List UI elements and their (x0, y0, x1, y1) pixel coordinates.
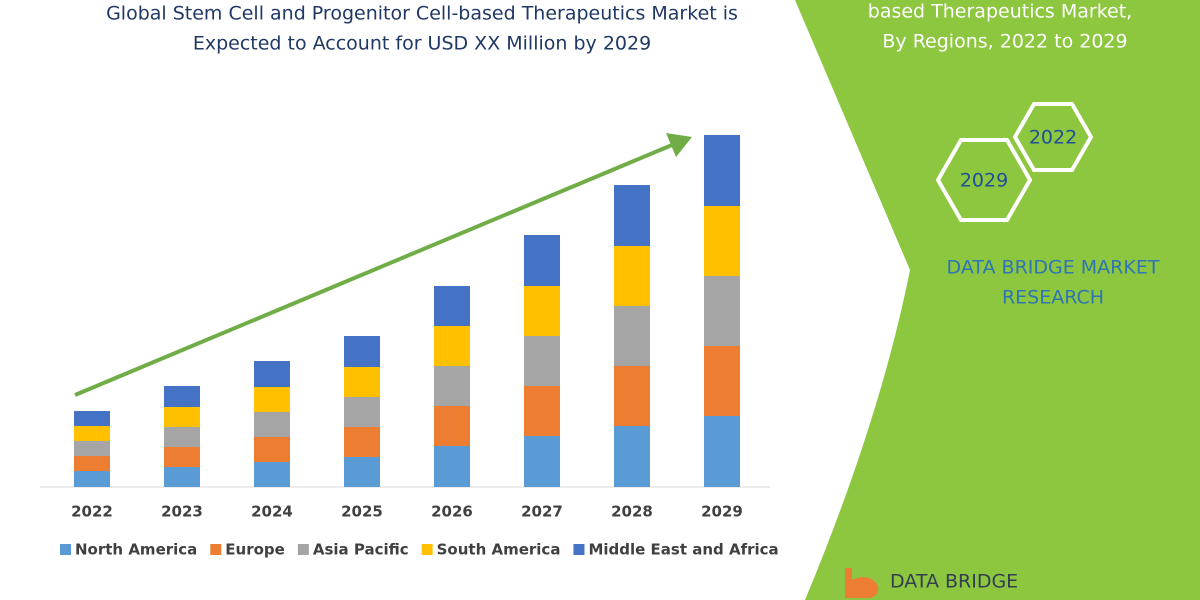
logo-mark (845, 568, 879, 598)
bar-segment (254, 387, 290, 412)
trend-arrow (74, 143, 673, 397)
chart: 2022 2023 2024 2025 2026 2027 2028 2029 North Am… (60, 135, 779, 559)
badge: 2029 (960, 170, 1008, 192)
chart-title: Global Stem Cell and Progenitor Cell-bas… (106, 3, 738, 25)
bar-segment (434, 446, 470, 487)
green-panel (795, 0, 1200, 600)
logo-text: DATA BRIDGE (890, 571, 1018, 593)
bar-segment (614, 366, 650, 426)
bar-segment (704, 135, 740, 206)
bar-segment (704, 206, 740, 276)
bar-segment (164, 407, 200, 427)
panel-title: based Therapeutics Market, (868, 1, 1132, 23)
legend-label: Middle East and Africa (588, 541, 778, 559)
hexagon (1012, 102, 1094, 172)
bar-segment (254, 437, 290, 462)
bar-segment (254, 412, 290, 437)
chart-title: Expected to Account for USD XX Million b… (193, 33, 651, 55)
bar-segment (704, 346, 740, 416)
bar-segment (524, 286, 560, 336)
x-tick-label: 2027 (521, 503, 563, 521)
bar-segment (434, 326, 470, 366)
x-tick-label: 2025 (341, 503, 383, 521)
legend-swatch (573, 544, 585, 555)
bar-segment (614, 306, 650, 366)
bar-segment (524, 436, 560, 487)
bar-segment (74, 456, 110, 471)
bar-segment (434, 366, 470, 406)
x-tick-label: 2026 (431, 503, 473, 521)
bar-segment (614, 246, 650, 306)
legend-label: Asia Pacific (313, 541, 409, 559)
bar-segment (164, 386, 200, 407)
bar-segment (74, 441, 110, 456)
bar-segment (614, 426, 650, 487)
legend-swatch (297, 544, 309, 555)
bar-segment (74, 471, 110, 487)
brand: RESEARCH (1002, 287, 1104, 309)
bar-segment (164, 427, 200, 447)
bar-segment (164, 447, 200, 467)
bar-segment (704, 276, 740, 346)
x-tick-label: 2023 (161, 503, 203, 521)
badge: 2022 (1029, 127, 1077, 149)
bar-segment (434, 406, 470, 446)
x-tick-label: 2022 (71, 503, 113, 521)
legend-label: Europe (225, 541, 285, 559)
legend-swatch (60, 544, 71, 555)
legend-label: South America (437, 541, 561, 559)
bar-segment (74, 411, 110, 426)
bar-segment (344, 457, 380, 487)
bar-segment (344, 336, 380, 367)
bar-segment (164, 467, 200, 487)
bar-segment (254, 361, 290, 387)
legend-label: North America (75, 541, 197, 559)
legend-swatch (210, 544, 222, 555)
bar-segment (74, 426, 110, 441)
panel-title: By Regions, 2022 to 2029 (882, 31, 1127, 53)
bar-segment (254, 462, 290, 487)
bar-segment (524, 336, 560, 386)
bar-segment (344, 427, 380, 457)
bar-segment (344, 397, 380, 427)
brand: DATA BRIDGE MARKET (947, 257, 1160, 279)
x-tick-label: 2028 (611, 503, 653, 521)
bar-segment (344, 367, 380, 397)
hexagon (935, 138, 1033, 222)
bar-segment (524, 386, 560, 436)
x-tick-label: 2029 (701, 503, 743, 521)
arrow-head (666, 133, 692, 157)
x-tick-label: 2024 (251, 503, 293, 521)
bar-segment (614, 185, 650, 246)
legend-swatch (421, 544, 433, 555)
bar-segment (434, 286, 470, 326)
bar-segment (524, 235, 560, 286)
bar-segment (704, 416, 740, 487)
